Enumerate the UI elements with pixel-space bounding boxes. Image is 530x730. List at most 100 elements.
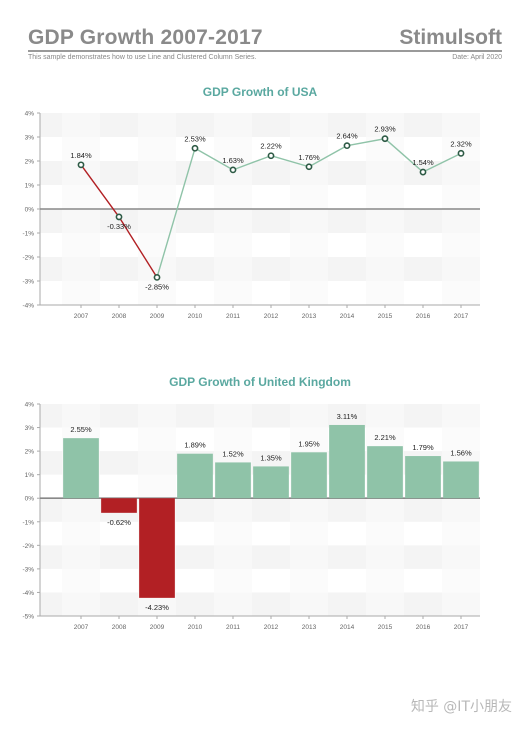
brand-logo-text: Stimulsoft (399, 26, 502, 49)
series-line-segment (384, 138, 424, 173)
y-tick-label: 4% (25, 402, 35, 409)
grid-band (40, 257, 480, 281)
bar-label: 2.21% (374, 433, 396, 442)
grid-band (40, 592, 480, 616)
bar-label: 1.35% (260, 453, 282, 462)
data-label: 2.53% (184, 134, 206, 143)
bar (367, 446, 403, 499)
grid-column-band (442, 404, 480, 616)
header-divider (28, 50, 502, 52)
y-tick-label: 4% (25, 111, 35, 118)
x-tick-label: 2008 (112, 624, 127, 630)
y-tick-label: -1% (22, 231, 34, 238)
x-tick-label: 2010 (188, 313, 203, 320)
y-tick-label: -4% (22, 590, 34, 597)
data-point (191, 144, 199, 152)
x-tick-label: 2015 (378, 624, 393, 630)
grid-band (40, 161, 480, 185)
bar-label: 1.79% (412, 443, 434, 452)
data-point (153, 273, 161, 281)
bar-label: -4.23% (145, 603, 169, 612)
x-tick-label: 2012 (264, 624, 279, 630)
y-tick-label: -2% (22, 255, 34, 262)
data-point (419, 168, 427, 176)
bar-label: 1.52% (222, 449, 244, 458)
data-point (457, 149, 465, 157)
grid-column-band (214, 404, 252, 616)
x-tick-label: 2009 (150, 624, 165, 630)
data-label: 2.64% (336, 132, 358, 141)
y-tick-label: 3% (25, 425, 35, 432)
y-tick-label: 1% (25, 472, 35, 479)
x-tick-label: 2013 (302, 624, 317, 630)
series-line-segment (346, 137, 386, 147)
x-tick-label: 2014 (340, 313, 355, 320)
y-tick-label: 2% (25, 159, 35, 166)
report-title: GDP Growth 2007-2017 (28, 26, 263, 49)
x-tick-label: 2007 (74, 313, 89, 320)
data-label: 1.63% (222, 156, 244, 165)
bar (215, 462, 251, 499)
y-tick-label: -5% (22, 614, 34, 621)
grid-column-band (62, 404, 100, 616)
bar (443, 461, 479, 499)
data-point (229, 166, 237, 174)
chart-title: GDP Growth of United Kingdom (169, 375, 351, 389)
series-line-segment (270, 155, 310, 168)
data-label: -2.85% (145, 282, 169, 291)
y-tick-label: -3% (22, 279, 34, 286)
x-tick-label: 2011 (226, 313, 240, 320)
x-tick-label: 2010 (188, 624, 203, 630)
uk-column-chart: GDP Growth of United Kingdom 4% 3% 2% 1% 0% -1… (22, 375, 480, 630)
data-point (343, 142, 351, 150)
bar (329, 424, 365, 499)
grid-column-band (366, 404, 404, 616)
grid-band (40, 209, 480, 233)
y-tick-label: 1% (25, 183, 35, 190)
series-line-segment (80, 164, 120, 218)
y-tick-label: -3% (22, 566, 34, 573)
bar (63, 438, 99, 499)
y-tick-label: 0% (25, 496, 35, 503)
data-point (77, 161, 85, 169)
x-tick-label: 2017 (454, 313, 469, 320)
data-point (381, 135, 389, 143)
x-tick-label: 2011 (226, 624, 240, 630)
series-line-segment (422, 152, 462, 173)
watermark: 知乎 @IT小朋友 (410, 699, 512, 715)
data-point (267, 152, 275, 160)
bar-label: 3.11% (337, 412, 358, 421)
report-date: Date: April 2020 (452, 54, 502, 61)
bar-label: -0.62% (107, 518, 131, 527)
x-tick-label: 2009 (150, 313, 165, 320)
usa-line-chart: GDP Growth of USA 4% 3% 2% 1% 0% -1% -2% -3% -4% 2… (22, 85, 480, 320)
x-tick-label: 2016 (416, 624, 431, 630)
grid-band (40, 545, 480, 569)
x-tick-label: 2012 (264, 313, 279, 320)
series-line-segment (194, 147, 234, 171)
series-line-segment (118, 216, 158, 278)
report-subtitle: This sample demonstrates how to use Line… (28, 54, 257, 61)
series-line-segment (156, 148, 196, 278)
y-tick-label: 3% (25, 135, 35, 142)
bar-label: 1.89% (184, 441, 206, 450)
x-tick-label: 2016 (416, 313, 431, 320)
x-tick-label: 2015 (378, 313, 393, 320)
series-line-segment (308, 145, 348, 168)
data-label: 1.76% (298, 153, 320, 162)
data-label: -0.33% (107, 222, 131, 231)
y-tick-label: 2% (25, 449, 35, 456)
x-tick-label: 2014 (340, 624, 355, 630)
data-label: 2.93% (374, 125, 396, 134)
data-point (305, 163, 313, 171)
bar-label: 1.56% (450, 448, 472, 457)
series-line-segment (232, 155, 272, 171)
x-tick-label: 2017 (454, 624, 469, 630)
bar (405, 456, 441, 499)
y-tick-label: -4% (22, 303, 34, 310)
chart-title: GDP Growth of USA (203, 85, 318, 99)
grid-band (40, 113, 480, 137)
x-tick-label: 2013 (302, 313, 317, 320)
bar (139, 498, 175, 598)
x-tick-label: 2007 (74, 624, 89, 630)
